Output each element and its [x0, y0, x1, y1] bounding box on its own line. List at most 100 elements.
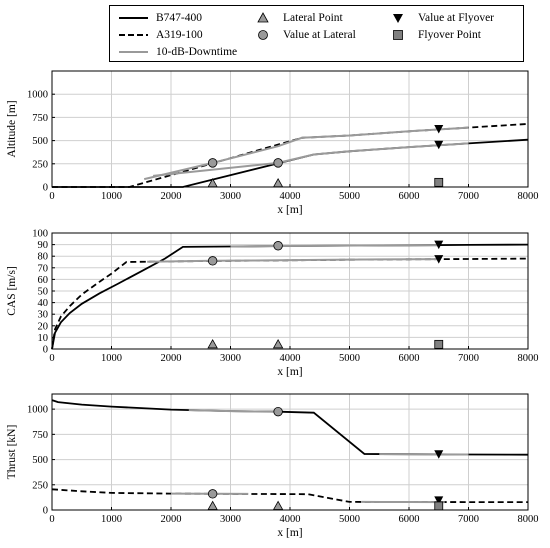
thrust-x-tick-label: 6000: [399, 514, 420, 525]
legend-label-a319: A319-100: [156, 29, 203, 41]
thrust-x-tick-label: 4000: [280, 514, 301, 525]
thrust-value-at-flyover-marker: [434, 450, 444, 459]
altitude-flyover-point-marker: [434, 177, 444, 187]
cas-x-tick-label: 1000: [101, 353, 122, 364]
legend-item-value-at-lateral: Value at Lateral: [253, 27, 383, 43]
legend-label-flyover-point: Flyover Point: [418, 29, 481, 41]
legend-item-a319: A319-100: [118, 27, 248, 43]
legend: B747-400 A319-100 10-dB-Downtime Lateral…: [109, 5, 524, 62]
legend-label-lateral-point: Lateral Point: [283, 12, 343, 24]
thrust-lateral-point-marker: [272, 500, 284, 510]
thrust-series-a319-line: [51, 488, 528, 503]
thrust-x-tick-label: 1000: [101, 514, 122, 525]
altitude-y-tick-label: 0: [43, 183, 48, 194]
thrust-panel: 0 1000 2000 3000 4000 5000 6000 7000 8000 0 250 500…: [6, 393, 539, 539]
cas-y-tick-label: 100: [32, 229, 48, 240]
cas-downtime-line: [230, 244, 439, 248]
cas-y-tick-label: 50: [38, 287, 49, 298]
thrust-x-axis-label: x [m]: [277, 527, 302, 539]
altitude-x-tick-label: 4000: [280, 191, 301, 202]
legend-item-b747: B747-400: [118, 10, 248, 26]
thrust-x-tick-label: 2000: [161, 514, 182, 525]
altitude-value-at-flyover-marker: [434, 140, 444, 150]
legend-item-lateral-point: Lateral Point: [253, 10, 383, 26]
thrust-flyover-point-marker: [434, 501, 444, 511]
legend-label-value-at-flyover: Value at Flyover: [418, 12, 495, 24]
altitude-downtime-line: [152, 142, 469, 177]
altitude-x-tick-label: 6000: [399, 191, 420, 202]
thrust-value-at-flyover-marker: [434, 496, 444, 505]
cas-x-tick-label: 8000: [518, 353, 539, 364]
altitude-panel: 0 1000 2000 3000 4000 5000 6000 7000 8000 0 250 500…: [6, 70, 539, 216]
thrust-y-tick-label: 250: [32, 480, 48, 491]
cas-panel: 0 1000 2000 3000 4000 5000 6000 7000 8000 0102030…: [6, 229, 539, 379]
altitude-y-tick-label: 1000: [27, 90, 48, 101]
cas-lateral-point-marker: [207, 339, 218, 349]
cas-y-tick-label: 60: [38, 275, 49, 286]
cas-y-tick-label: 80: [38, 252, 49, 263]
legend-item-downtime: 10-dB-Downtime: [118, 44, 248, 60]
cas-value-at-lateral-marker: [207, 256, 218, 266]
legend-item-flyover-point: Flyover Point: [388, 27, 518, 43]
cas-x-tick-label: 5000: [339, 353, 360, 364]
cas-y-tick-label: 40: [38, 298, 49, 309]
thrust-y-tick-label: 0: [43, 506, 48, 517]
altitude-y-tick-label: 500: [32, 136, 48, 147]
altitude-x-tick-label: 3000: [220, 191, 241, 202]
legend-label-b747: B747-400: [156, 12, 202, 24]
thrust-downtime-line: [188, 409, 279, 413]
cas-y-axis-label: CAS [m/s]: [6, 266, 18, 316]
cas-flyover-point-marker: [434, 339, 444, 349]
legend-item-value-at-flyover: Value at Flyover: [388, 10, 518, 26]
altitude-lateral-point-marker: [272, 177, 284, 188]
legend-lateral-point-icon: [257, 12, 269, 23]
cas-y-tick-label: 70: [38, 263, 49, 274]
legend-label-value-at-lateral: Value at Lateral: [283, 29, 356, 41]
altitude-x-tick-label: 0: [49, 191, 54, 202]
thrust-y-tick-label: 1000: [27, 405, 48, 416]
cas-x-tick-label: 0: [49, 353, 54, 364]
legend-value-at-flyover-icon: [393, 14, 403, 23]
altitude-value-at-lateral-marker: [273, 158, 283, 168]
altitude-value-at-flyover-marker: [434, 125, 444, 134]
legend-label-downtime: 10-dB-Downtime: [156, 46, 238, 58]
cas-y-tick-label: 30: [38, 310, 49, 321]
altitude-x-tick-label: 2000: [161, 191, 182, 202]
legend-flyover-point-icon: [393, 30, 403, 40]
altitude-y-tick-label: 250: [32, 159, 48, 170]
altitude-x-tick-label: 7000: [458, 191, 479, 202]
cas-downtime-line: [147, 258, 439, 263]
altitude-x-tick-label: 5000: [339, 191, 360, 202]
cas-x-tick-label: 3000: [220, 353, 241, 364]
thrust-y-axis-label: Thrust [kN]: [6, 425, 18, 480]
thrust-x-tick-label: 8000: [518, 514, 539, 525]
thrust-y-tick-label: 500: [32, 455, 48, 466]
thrust-y-tick-label: 750: [32, 430, 48, 441]
legend-swatch-a319: [119, 34, 148, 36]
cas-y-tick-label: 20: [38, 321, 49, 332]
cas-x-tick-label: 7000: [458, 353, 479, 364]
altitude-value-at-lateral-marker: [207, 158, 218, 168]
thrust-x-tick-label: 3000: [220, 514, 241, 525]
thrust-x-tick-label: 7000: [458, 514, 479, 525]
thrust-x-tick-label: 5000: [339, 514, 360, 525]
cas-lateral-point-marker: [272, 339, 284, 349]
thrust-value-at-lateral-marker: [207, 489, 218, 499]
cas-value-at-lateral-marker: [273, 241, 283, 251]
altitude-x-tick-label: 1000: [101, 191, 122, 202]
cas-x-tick-label: 6000: [399, 353, 420, 364]
altitude-x-tick-label: 8000: [518, 191, 539, 202]
cas-y-tick-label: 10: [38, 333, 49, 344]
thrust-value-at-lateral-marker: [273, 406, 283, 417]
cas-y-tick-label: 90: [38, 240, 49, 251]
legend-swatch-downtime: [119, 51, 148, 53]
thrust-lateral-point-marker: [207, 500, 218, 510]
legend-swatch-b747: [119, 17, 148, 19]
cas-x-tick-label: 2000: [161, 353, 182, 364]
cas-x-axis-label: x [m]: [277, 366, 302, 378]
altitude-x-axis-label: x [m]: [277, 204, 302, 216]
cas-x-tick-label: 4000: [280, 353, 301, 364]
cas-value-at-flyover-marker: [434, 240, 444, 250]
altitude-y-axis-label: Altitude [m]: [6, 100, 18, 157]
